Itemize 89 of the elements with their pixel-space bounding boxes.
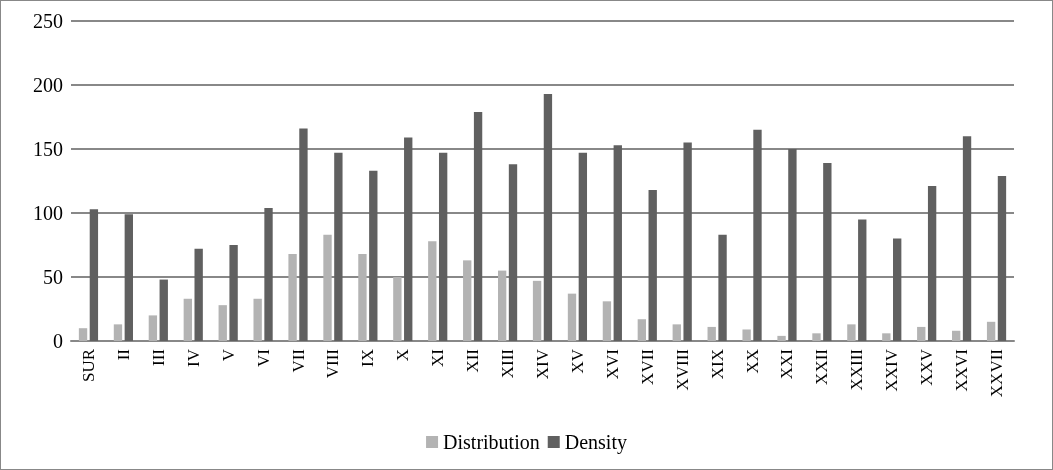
bar xyxy=(927,186,937,341)
bar xyxy=(602,301,612,341)
bar xyxy=(893,238,902,341)
bar xyxy=(683,142,692,341)
bar xyxy=(334,152,343,341)
bar xyxy=(124,214,133,341)
bar xyxy=(428,241,437,341)
x-tick-label: XIII xyxy=(498,348,518,379)
x-tick-label: XVIII xyxy=(672,348,692,391)
bar xyxy=(89,209,99,341)
bar xyxy=(218,305,227,341)
bar xyxy=(358,253,367,341)
bar xyxy=(299,128,308,341)
bar xyxy=(578,152,588,341)
x-tick-label: XXIV xyxy=(882,348,902,392)
x-tick-label: XXVII xyxy=(987,348,1007,398)
x-tick-label: XI xyxy=(428,348,448,367)
bar xyxy=(962,136,972,341)
legend-label: Distribution xyxy=(443,431,540,453)
bar xyxy=(78,328,88,341)
x-tick-label: VIII xyxy=(323,348,343,379)
x-tick-label: XXVI xyxy=(952,348,972,392)
bar xyxy=(742,329,751,341)
y-tick-label: 50 xyxy=(43,266,63,288)
bar xyxy=(438,152,448,341)
bar xyxy=(997,175,1007,341)
x-tick-label: XVI xyxy=(602,348,622,380)
bar xyxy=(404,137,413,341)
bar xyxy=(183,298,192,341)
x-tick-label: IX xyxy=(358,349,378,367)
bar xyxy=(393,277,402,341)
x-tick-label: IV xyxy=(183,348,203,367)
bar xyxy=(952,330,961,341)
bar xyxy=(508,164,518,341)
bar xyxy=(264,207,273,341)
bar xyxy=(858,219,867,341)
bar xyxy=(882,333,891,341)
x-tick-label: XXV xyxy=(917,348,937,386)
y-tick-label: 200 xyxy=(33,74,63,96)
x-tick-label: XX xyxy=(742,349,762,374)
bar xyxy=(148,315,158,341)
x-tick-label: XIV xyxy=(533,348,552,380)
bar xyxy=(543,93,553,341)
x-tick-label: VII xyxy=(288,348,308,373)
bar xyxy=(532,280,542,341)
y-tick-label: 250 xyxy=(33,10,63,32)
bar xyxy=(113,324,123,341)
x-tick-label: VI xyxy=(253,348,273,367)
bar xyxy=(707,326,716,341)
bar xyxy=(753,129,762,341)
bar xyxy=(194,248,203,341)
x-tick-label: XVII xyxy=(637,348,657,385)
bar xyxy=(159,279,168,341)
bar xyxy=(823,163,832,341)
x-tick-label: XIX xyxy=(707,349,727,380)
bar xyxy=(986,321,996,341)
bar xyxy=(613,145,622,341)
x-tick-label: SUR xyxy=(78,348,98,383)
x-tick-label: XXII xyxy=(812,348,832,385)
bar xyxy=(847,324,856,341)
x-tick-label: II xyxy=(113,348,133,361)
bar xyxy=(718,234,727,341)
y-tick-label: 150 xyxy=(33,138,63,160)
y-tick-label: 0 xyxy=(53,330,63,352)
bar xyxy=(567,293,577,341)
bar xyxy=(648,189,657,341)
bar xyxy=(463,260,472,341)
x-tick-label: XII xyxy=(463,348,483,373)
x-tick-label: X xyxy=(393,349,413,362)
bar xyxy=(917,326,926,341)
x-tick-label: XV xyxy=(567,348,587,374)
bar xyxy=(323,234,332,341)
x-tick-label: III xyxy=(148,348,168,366)
bar xyxy=(672,324,681,341)
x-tick-label: XXI xyxy=(777,348,797,380)
bar xyxy=(788,149,797,341)
bar xyxy=(473,111,483,341)
bar xyxy=(497,270,507,341)
bar xyxy=(777,335,786,341)
x-tick-label: XXIII xyxy=(847,348,867,391)
bar xyxy=(637,319,647,341)
bar xyxy=(229,245,238,341)
bar xyxy=(812,333,821,341)
y-tick-label: 100 xyxy=(33,202,63,224)
bar xyxy=(253,298,262,341)
bar xyxy=(288,253,297,341)
legend-label: Density xyxy=(564,431,627,454)
x-tick-label: V xyxy=(218,348,238,362)
bar xyxy=(369,170,378,341)
